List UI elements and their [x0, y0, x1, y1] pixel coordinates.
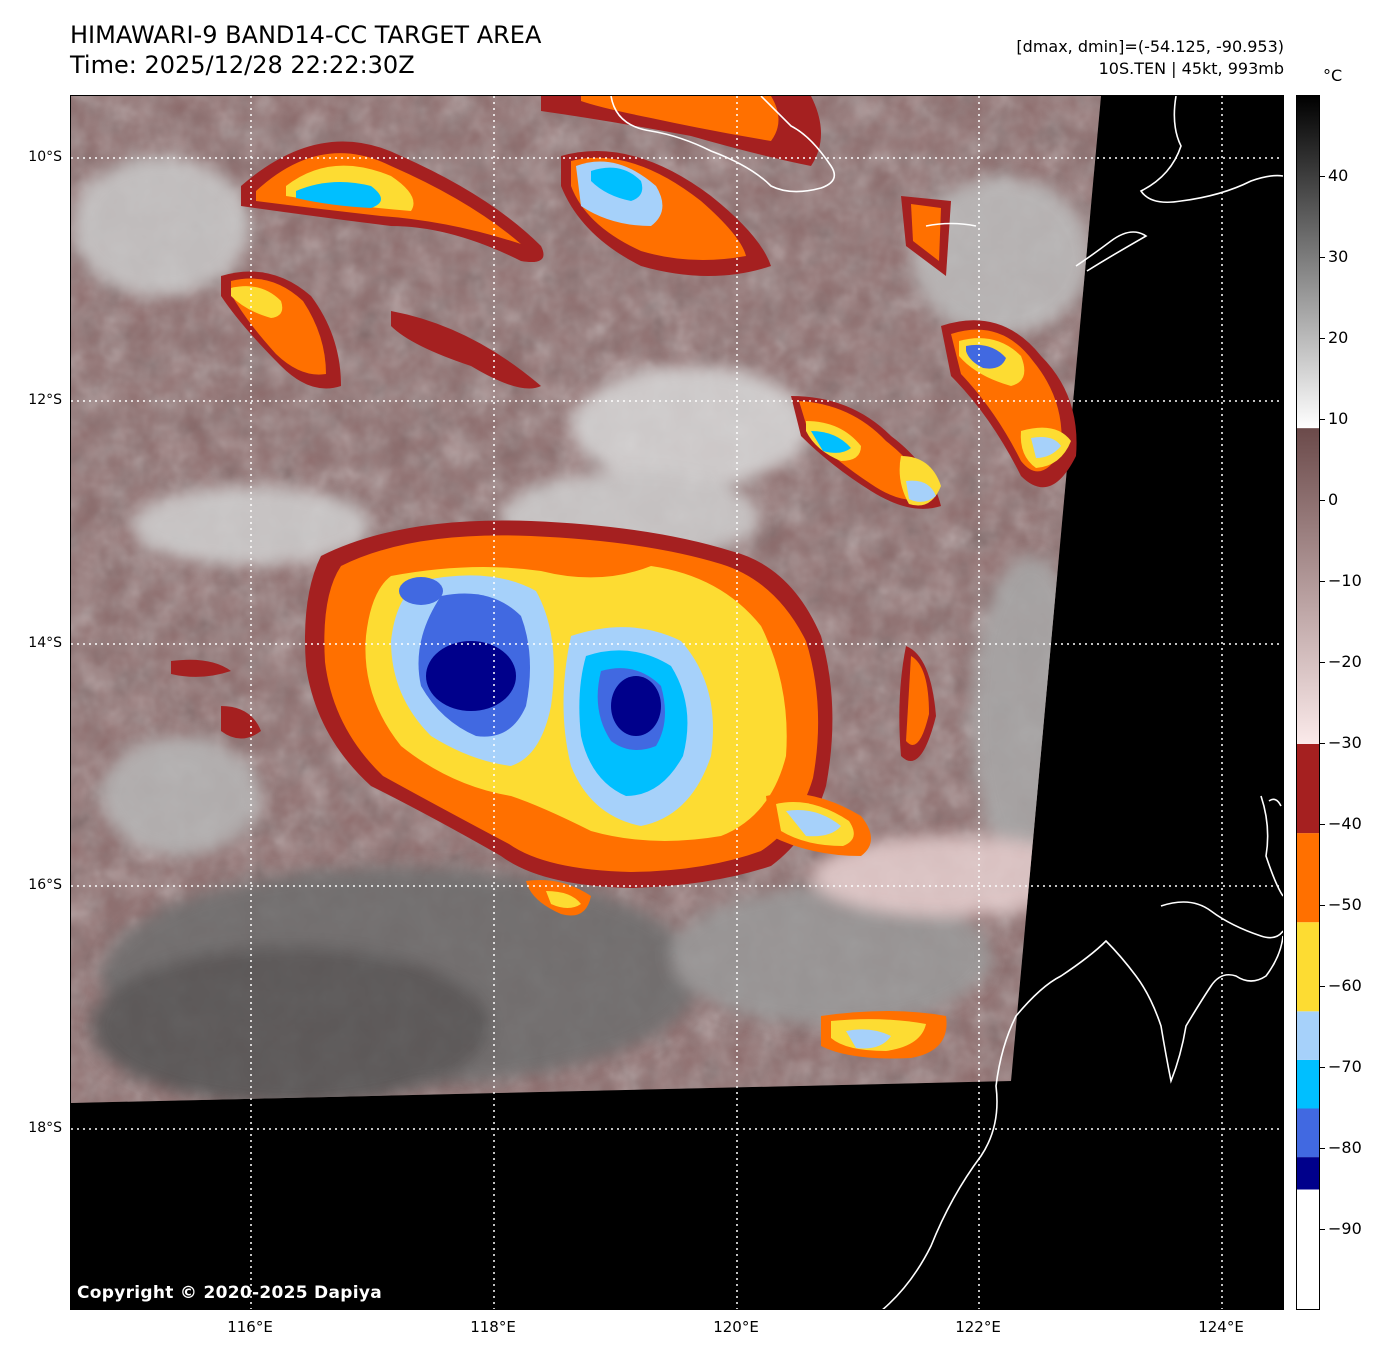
colorbar-tick-mark — [1320, 986, 1325, 987]
colorbar-step-segment — [1297, 1011, 1319, 1060]
colorbar-tick-label: −40 — [1328, 814, 1362, 833]
lon-label-122e: 122°E — [955, 1318, 1001, 1336]
image-time: Time: 2025/12/28 22:22:30Z — [70, 51, 415, 79]
colorbar-tick-mark — [1320, 338, 1325, 339]
colorbar-step-segment — [1297, 1157, 1319, 1190]
colorbar-tick-mark — [1320, 176, 1325, 177]
colorbar-tick-label: 20 — [1328, 328, 1349, 347]
colorbar-tick-mark — [1320, 905, 1325, 906]
colorbar-tick-label: 10 — [1328, 409, 1349, 428]
storm-readout: 10S.TEN | 45kt, 993mb — [1098, 59, 1284, 78]
colorbar-tick-label: 0 — [1328, 490, 1339, 509]
lat-label-18s: 18°S — [28, 1120, 62, 1136]
cold-cloud-tops — [171, 96, 1077, 1059]
lat-label-14s: 14°S — [28, 635, 62, 651]
graticule — [71, 96, 1283, 1309]
colorbar-scale — [1297, 96, 1319, 1309]
colorbar-tick-label: 40 — [1328, 166, 1349, 185]
map-imagery — [71, 96, 1283, 1309]
lon-label-120e: 120°E — [713, 1318, 759, 1336]
colorbar-tick-label: −50 — [1328, 895, 1362, 914]
colorbar-tick-mark — [1320, 662, 1325, 663]
colorbar-tick-mark — [1320, 1229, 1325, 1230]
colorbar-tick-label: −60 — [1328, 976, 1362, 995]
dminmax-readout: [dmax, dmin]=(-54.125, -90.953) — [1016, 37, 1284, 56]
coastlines — [610, 96, 1283, 1309]
colorbar-tick-label: −20 — [1328, 652, 1362, 671]
colorbar-tick-label: −70 — [1328, 1057, 1362, 1076]
lon-label-118e: 118°E — [470, 1318, 516, 1336]
colorbar-tick-label: −30 — [1328, 733, 1362, 752]
storm-info: [dmax, dmin]=(-54.125, -90.953) 10S.TEN … — [1016, 36, 1284, 80]
lat-label-16s: 16°S — [28, 877, 62, 893]
colorbar-tick-mark — [1320, 1148, 1325, 1149]
colorbar-tick-mark — [1320, 419, 1325, 420]
colorbar-tick-mark — [1320, 1067, 1325, 1068]
colorbar-tick-label: −80 — [1328, 1138, 1362, 1157]
lon-label-124e: 124°E — [1198, 1318, 1244, 1336]
lat-label-12s: 12°S — [28, 392, 62, 408]
colorbar-gradient-segment — [1297, 96, 1319, 429]
colorbar-tick-mark — [1320, 743, 1325, 744]
colorbar-tick-label: −90 — [1328, 1219, 1362, 1238]
colorbar-tick-mark — [1320, 824, 1325, 825]
colorbar-step-segment — [1297, 922, 1319, 1012]
colorbar-step-segment — [1297, 744, 1319, 834]
colorbar-step-segment — [1297, 833, 1319, 923]
colorbar — [1296, 95, 1320, 1310]
colorbar-step-segment — [1297, 1189, 1319, 1309]
copyright-notice: Copyright © 2020-2025 Dapiya — [77, 1283, 382, 1303]
colorbar-unit: °C — [1323, 66, 1343, 85]
product-title: HIMAWARI-9 BAND14-CC TARGET AREA — [70, 21, 542, 49]
satellite-map[interactable]: Copyright © 2020-2025 Dapiya — [70, 95, 1284, 1310]
chart-title: HIMAWARI-9 BAND14-CC TARGET AREA Time: 2… — [70, 20, 541, 80]
colorbar-gradient-segment — [1297, 428, 1319, 744]
colorbar-tick-label: 30 — [1328, 247, 1349, 266]
colorbar-step-segment — [1297, 1108, 1319, 1158]
colorbar-tick-label: −10 — [1328, 571, 1362, 590]
colorbar-step-segment — [1297, 1059, 1319, 1109]
colorbar-tick-mark — [1320, 257, 1325, 258]
lat-label-10s: 10°S — [28, 149, 62, 165]
colorbar-tick-mark — [1320, 581, 1325, 582]
colorbar-tick-mark — [1320, 500, 1325, 501]
lon-label-116e: 116°E — [227, 1318, 273, 1336]
